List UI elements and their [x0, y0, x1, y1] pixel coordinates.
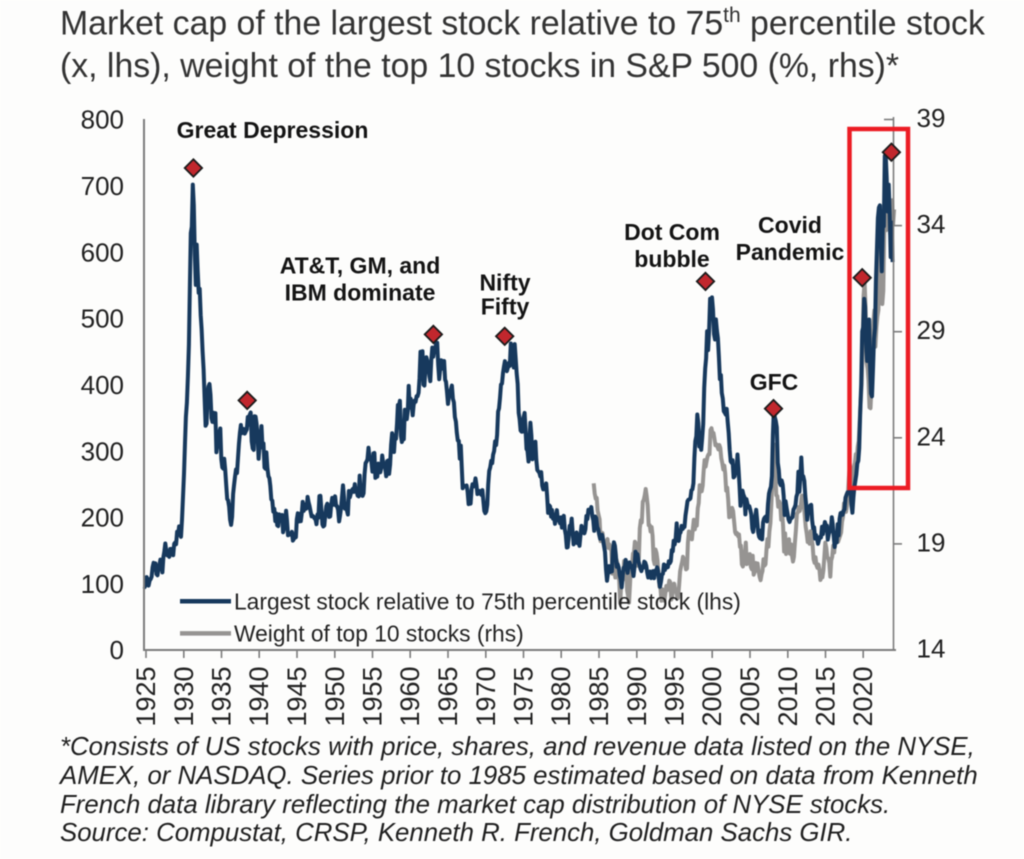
svg-text:2015: 2015: [811, 666, 841, 726]
svg-text:1980: 1980: [546, 666, 576, 726]
svg-text:Dot Com: Dot Com: [624, 219, 720, 245]
svg-text:400: 400: [81, 370, 124, 400]
svg-text:Fifty: Fifty: [481, 294, 530, 320]
svg-text:100: 100: [81, 569, 124, 599]
svg-text:1955: 1955: [358, 666, 388, 726]
svg-text:500: 500: [81, 304, 124, 334]
svg-text:1965: 1965: [433, 666, 463, 726]
svg-text:2020: 2020: [848, 666, 878, 726]
svg-text:1925: 1925: [131, 666, 161, 726]
svg-text:300: 300: [81, 436, 124, 466]
svg-text:2005: 2005: [735, 666, 765, 726]
svg-text:1940: 1940: [244, 666, 274, 726]
svg-text:Nifty: Nifty: [479, 270, 530, 296]
svg-text:1950: 1950: [320, 666, 350, 726]
svg-text:1975: 1975: [509, 666, 539, 726]
svg-text:0: 0: [110, 635, 124, 665]
svg-text:Great Depression: Great Depression: [177, 117, 369, 143]
svg-text:800: 800: [81, 105, 124, 135]
svg-text:1945: 1945: [282, 666, 312, 726]
svg-text:700: 700: [81, 171, 124, 201]
svg-text:AT&T, GM, and: AT&T, GM, and: [280, 253, 441, 279]
svg-text:19: 19: [917, 527, 946, 557]
svg-text:Covid: Covid: [758, 212, 822, 238]
svg-text:1960: 1960: [395, 666, 425, 726]
svg-text:GFC: GFC: [750, 369, 799, 395]
svg-text:1935: 1935: [207, 666, 237, 726]
svg-text:1985: 1985: [584, 666, 614, 726]
svg-text:bubble: bubble: [634, 246, 709, 272]
svg-text:Largest stock relative to 75th: Largest stock relative to 75th percentil…: [234, 589, 741, 615]
svg-text:1995: 1995: [660, 666, 690, 726]
svg-text:200: 200: [81, 503, 124, 533]
svg-text:34: 34: [917, 209, 946, 239]
svg-text:29: 29: [917, 315, 946, 345]
svg-text:2010: 2010: [773, 666, 803, 726]
svg-text:600: 600: [81, 237, 124, 267]
svg-text:14: 14: [917, 634, 946, 664]
svg-text:39: 39: [917, 103, 946, 133]
svg-text:Pandemic: Pandemic: [736, 239, 845, 265]
svg-text:2000: 2000: [697, 666, 727, 726]
svg-text:1990: 1990: [622, 666, 652, 726]
svg-text:Weight of top 10 stocks (rhs): Weight of top 10 stocks (rhs): [234, 621, 524, 647]
svg-text:24: 24: [917, 421, 946, 451]
svg-text:IBM dominate: IBM dominate: [285, 280, 436, 306]
svg-text:1930: 1930: [169, 666, 199, 726]
svg-text:1970: 1970: [471, 666, 501, 726]
